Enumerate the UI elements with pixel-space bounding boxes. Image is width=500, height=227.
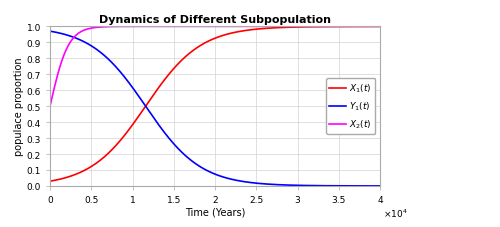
Text: $\times10^4$: $\times10^4$ (384, 207, 408, 219)
$X_2(t)$ (256, 26, 262, 29)
$X_2(t)$ (166, 26, 172, 29)
$X_2(t)$ (64, 48, 70, 51)
$Y_1(t)$ (377, 185, 383, 188)
$X_1(t)$ (64, 176, 70, 179)
Y-axis label: populace proportion: populace proportion (14, 58, 24, 156)
Line: $Y_1(t)$: $Y_1(t)$ (50, 32, 380, 186)
$Y_1(t)$ (242, 181, 248, 183)
$X_1(t)$ (292, 27, 298, 29)
$X_1(t)$ (377, 26, 383, 29)
$X_1(t)$ (47, 180, 53, 183)
$Y_1(t)$ (47, 31, 53, 33)
$Y_1(t)$ (256, 182, 262, 185)
Legend: $X_1(t)$, $Y_1(t)$, $X_2(t)$: $X_1(t)$, $Y_1(t)$, $X_2(t)$ (326, 79, 376, 134)
$X_2(t)$ (242, 26, 248, 29)
Line: $X_1(t)$: $X_1(t)$ (50, 27, 380, 181)
$X_2(t)$ (292, 26, 298, 29)
$X_2(t)$ (374, 26, 380, 29)
$X_1(t)$ (310, 26, 316, 29)
$Y_1(t)$ (310, 184, 316, 187)
Line: $X_2(t)$: $X_2(t)$ (50, 27, 380, 107)
$X_1(t)$ (166, 73, 172, 76)
Title: Dynamics of Different Subpopulation: Dynamics of Different Subpopulation (99, 15, 331, 25)
$X_1(t)$ (242, 30, 248, 33)
X-axis label: Time (Years): Time (Years) (185, 207, 245, 217)
$X_2(t)$ (310, 26, 316, 29)
$X_2(t)$ (47, 105, 53, 108)
$Y_1(t)$ (292, 184, 298, 187)
$X_2(t)$ (377, 26, 383, 29)
$Y_1(t)$ (166, 138, 172, 141)
$Y_1(t)$ (64, 34, 70, 37)
$X_1(t)$ (256, 28, 262, 31)
